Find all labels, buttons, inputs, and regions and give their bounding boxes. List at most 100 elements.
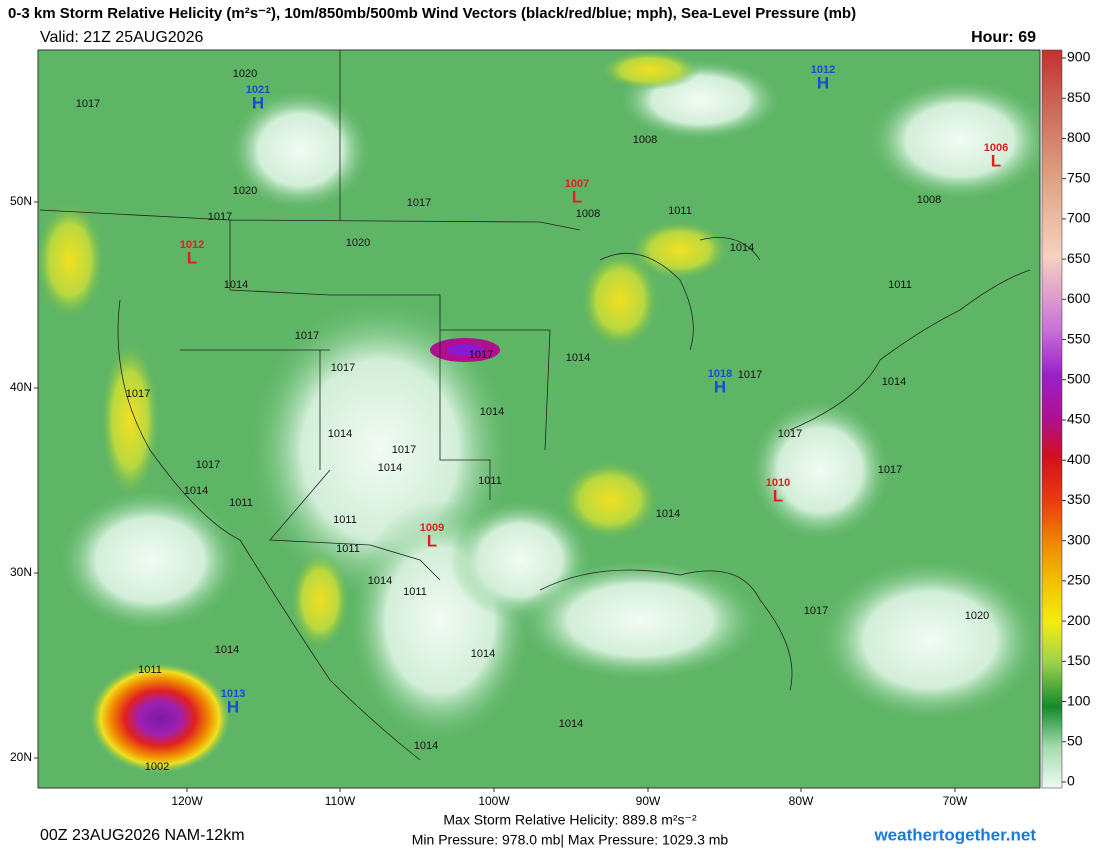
colorbar-label: 350 — [1067, 491, 1091, 507]
colorbar-label: 150 — [1067, 652, 1091, 668]
max-helicity: Max Storm Relative Helicity: 889.8 m²s⁻² — [443, 812, 697, 828]
center-value: 1021 — [246, 84, 270, 96]
colorbar-label: 200 — [1067, 612, 1091, 628]
lon-label: 120W — [171, 794, 203, 808]
colorbar-label: 0 — [1067, 773, 1075, 789]
lon-label: 70W — [943, 794, 968, 808]
valid-time: Valid: 21Z 25AUG2026 — [40, 29, 203, 46]
colorbar-label: 400 — [1067, 451, 1091, 467]
forecast-hour: Hour: 69 — [971, 29, 1036, 46]
lon-label: 90W — [636, 794, 661, 808]
colorbar-label: 50 — [1067, 732, 1083, 748]
center-letter: H — [252, 93, 264, 112]
center-value: 1006 — [984, 142, 1008, 154]
isobar-label: 1017 — [469, 349, 493, 361]
isobar-label: 1011 — [138, 664, 162, 676]
center-letter: L — [427, 531, 437, 550]
center-value: 1009 — [420, 522, 444, 534]
isobar-label: 1011 — [403, 586, 427, 598]
isobar-label: 1014 — [224, 279, 248, 291]
isobar-label: 1017 — [126, 388, 150, 400]
colorbar-label: 450 — [1067, 411, 1091, 427]
isobar-label: 1017 — [76, 98, 100, 110]
center-value: 1007 — [565, 178, 589, 190]
isobar-label: 1017 — [331, 362, 355, 374]
colorbar-label: 600 — [1067, 290, 1091, 306]
center-value: 1018 — [708, 368, 732, 380]
center-letter: L — [187, 248, 197, 267]
isobar-label: 1020 — [233, 68, 257, 80]
isobar-label: 1011 — [229, 497, 253, 509]
isobar-label: 1017 — [878, 464, 902, 476]
colorbar-label: 500 — [1067, 370, 1091, 386]
isobar-label: 1014 — [730, 242, 754, 254]
isobar-label: 1014 — [656, 508, 680, 520]
isobar-label: 1017 — [804, 605, 828, 617]
colorbar-label: 250 — [1067, 572, 1091, 588]
isobar-label: 1014 — [414, 740, 438, 752]
isobar-label: 1008 — [917, 194, 941, 206]
isobar-labels: 1020 1017 1008 1020 1017 1017 1008 1011 1008 1020… — [76, 68, 989, 773]
lat-label: 20N — [10, 750, 32, 764]
isobar-label: 1008 — [576, 208, 600, 220]
colorbar-label: 900 — [1067, 49, 1091, 65]
center-value: 1012 — [180, 239, 204, 251]
isobar-label: 1017 — [295, 330, 319, 342]
isobar-label: 1002 — [145, 761, 169, 773]
isobar-label: 1017 — [196, 459, 220, 471]
isobar-label: 1014 — [882, 376, 906, 388]
pressure-range: Min Pressure: 978.0 mb| Max Pressure: 10… — [412, 832, 729, 848]
isobar-label: 1017 — [208, 211, 232, 223]
colorbar-label: 750 — [1067, 169, 1091, 185]
isobar-label: 1011 — [668, 205, 692, 217]
colorbar-label: 700 — [1067, 210, 1091, 226]
center-value: 1012 — [811, 64, 835, 76]
lon-label: 100W — [478, 794, 510, 808]
title: 0-3 km Storm Relative Helicity (m²s⁻²), … — [8, 5, 856, 22]
website: weathertogether.net — [873, 825, 1036, 844]
isobar-label: 1020 — [233, 185, 257, 197]
center-value: 1013 — [221, 688, 245, 700]
isobar-label: 1014 — [215, 644, 239, 656]
isobar-label: 1008 — [633, 134, 657, 146]
borders — [39, 50, 1031, 761]
isobar-label: 1014 — [471, 648, 495, 660]
isobar-label: 1020 — [346, 237, 370, 249]
pressure-centers: 1021H1012H1006L1007L1012L1018H1010L1009L… — [180, 64, 1008, 717]
isobar-label: 1011 — [333, 514, 357, 526]
isobar-label: 1017 — [738, 369, 762, 381]
center-letter: L — [773, 486, 783, 505]
map-frame — [37, 49, 1041, 789]
center-letter: H — [227, 697, 239, 716]
lon-label: 80W — [789, 794, 814, 808]
colorbar-label: 100 — [1067, 692, 1091, 708]
isobar-label: 1014 — [328, 428, 352, 440]
isobar-label: 1011 — [888, 279, 912, 291]
colorbar-label: 550 — [1067, 330, 1091, 346]
isobar-label: 1014 — [368, 575, 392, 587]
lat-label: 30N — [10, 565, 32, 579]
isobar-label: 1014 — [566, 352, 590, 364]
isobar-label: 1011 — [478, 475, 502, 487]
axis-labels: 50N 40N 30N 20N 120W 110W 100W 90W 80W 70W — [10, 194, 968, 808]
isobar-label: 1014 — [378, 462, 402, 474]
isobar-label: 1017 — [392, 444, 416, 456]
isobar-label: 1017 — [778, 428, 802, 440]
isobar-label: 1014 — [559, 718, 583, 730]
colorbar-label: 650 — [1067, 250, 1091, 266]
colorbar — [1041, 49, 1063, 789]
isobar-label: 1014 — [480, 406, 504, 418]
map: 1021H1012H1006L1007L1012L1018H1010L1009L… — [38, 50, 1040, 788]
center-letter: H — [817, 73, 829, 92]
lat-label: 50N — [10, 194, 32, 208]
lon-label: 110W — [325, 794, 356, 808]
isobar-label: 1020 — [965, 610, 989, 622]
center-letter: H — [714, 377, 726, 396]
colorbar-ticks: 0 50 100 150 200 250 300 350 400 450 500 550 600 650 7… — [1062, 49, 1091, 789]
isobar-label: 1014 — [184, 485, 208, 497]
model-run: 00Z 23AUG2026 NAM-12km — [40, 827, 245, 844]
isobar-label: 1017 — [407, 197, 431, 209]
colorbar-label: 300 — [1067, 531, 1091, 547]
colorbar-label: 800 — [1067, 129, 1091, 145]
